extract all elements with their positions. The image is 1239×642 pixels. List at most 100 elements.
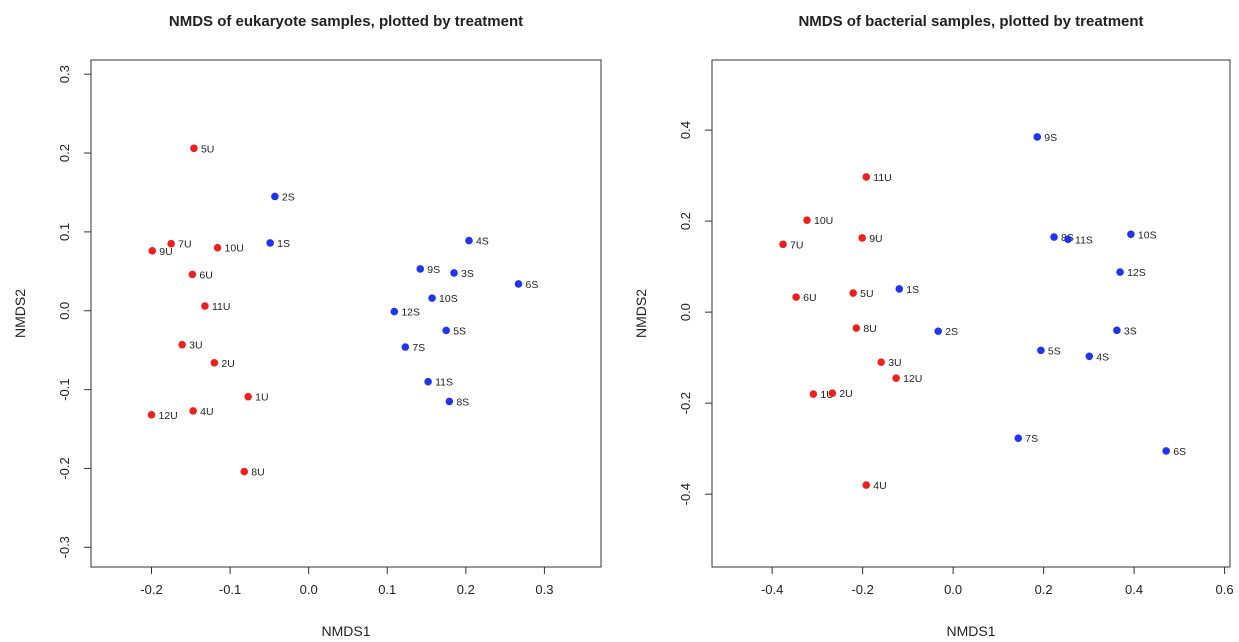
point bbox=[803, 216, 811, 225]
x-tick-label: -0.4 bbox=[761, 582, 783, 597]
x-tick-label: 0.0 bbox=[300, 582, 318, 597]
point bbox=[1033, 133, 1042, 141]
point-label: 3U bbox=[888, 357, 901, 369]
point bbox=[266, 239, 274, 247]
point bbox=[244, 392, 252, 401]
point bbox=[465, 236, 473, 245]
point-label: 6U bbox=[803, 292, 816, 304]
x-tick-label: 0.0 bbox=[944, 582, 962, 597]
point-label: 10S bbox=[439, 293, 458, 305]
y-axis-title: NMDS2 bbox=[12, 289, 28, 338]
y-tick-label: 0.2 bbox=[678, 212, 693, 230]
y-tick-label: -0.4 bbox=[678, 483, 693, 505]
point bbox=[450, 269, 458, 277]
point bbox=[271, 192, 279, 201]
point bbox=[1127, 230, 1135, 239]
point bbox=[1037, 346, 1045, 355]
point bbox=[167, 239, 175, 248]
plot-frame bbox=[711, 59, 1231, 568]
point bbox=[1014, 434, 1023, 443]
y-tick-label: -0.1 bbox=[57, 378, 72, 400]
point-label: 12U bbox=[903, 373, 922, 385]
point bbox=[210, 358, 219, 367]
x-tick-label: -0.2 bbox=[851, 582, 873, 597]
point bbox=[892, 374, 900, 382]
point-label: 9U bbox=[869, 233, 882, 245]
chart-title: NMDS of bacterial samples, plotted by tr… bbox=[798, 13, 1143, 30]
point bbox=[178, 340, 186, 349]
point bbox=[428, 294, 436, 302]
y-tick-label: -0.2 bbox=[678, 392, 693, 414]
x-axis-title: NMDS1 bbox=[321, 623, 370, 639]
point-label: 11U bbox=[873, 172, 891, 184]
point-label: 12S bbox=[1127, 267, 1146, 279]
y-tick-label: -0.2 bbox=[57, 457, 72, 479]
x-axis-title: NMDS1 bbox=[946, 623, 995, 639]
point-label: 6S bbox=[1173, 446, 1186, 458]
point-label: 12S bbox=[401, 307, 420, 319]
x-tick-label: 0.1 bbox=[378, 582, 396, 597]
y-tick-label: 0.4 bbox=[678, 121, 693, 139]
point-label: 1S bbox=[906, 284, 919, 296]
point bbox=[779, 240, 787, 249]
point bbox=[1064, 235, 1072, 244]
y-axis-title: NMDS2 bbox=[633, 289, 649, 338]
point bbox=[189, 407, 197, 415]
point-label: 5S bbox=[1048, 345, 1061, 357]
point bbox=[401, 343, 410, 351]
point-label: 2S bbox=[282, 191, 295, 203]
point bbox=[424, 377, 432, 386]
point-label: 7U bbox=[790, 239, 803, 251]
point bbox=[934, 327, 943, 336]
chart-title: NMDS of eukaryote samples, plotted by tr… bbox=[169, 13, 523, 30]
point bbox=[213, 243, 222, 252]
point-label: 2U bbox=[221, 358, 234, 370]
x-tick-label: -0.1 bbox=[219, 582, 241, 597]
point bbox=[416, 265, 425, 273]
x-tick-label: 0.2 bbox=[457, 582, 475, 597]
point bbox=[147, 411, 156, 419]
point-label: 1S bbox=[277, 238, 290, 250]
x-tick-label: 0.3 bbox=[535, 582, 553, 597]
point-label: 2U bbox=[839, 388, 852, 400]
y-tick-label: 0.0 bbox=[57, 302, 72, 320]
point bbox=[148, 247, 157, 255]
point-label: 3U bbox=[189, 340, 202, 352]
point-label: 6S bbox=[525, 279, 538, 291]
x-tick-label: 0.4 bbox=[1125, 582, 1143, 597]
point bbox=[442, 326, 450, 335]
point bbox=[445, 397, 454, 406]
plot-frame bbox=[90, 59, 602, 568]
point-label: 4U bbox=[873, 480, 886, 492]
point bbox=[1162, 447, 1171, 455]
point bbox=[849, 289, 857, 297]
point bbox=[792, 293, 800, 301]
point-label: 9S bbox=[1044, 132, 1057, 144]
point bbox=[1113, 326, 1121, 335]
point-label: 11U bbox=[212, 301, 230, 313]
x-tick-label: 0.2 bbox=[1035, 582, 1053, 597]
point bbox=[858, 234, 866, 242]
point-label: 3S bbox=[1124, 325, 1137, 337]
point-label: 7U bbox=[178, 239, 191, 251]
point-label: 10U bbox=[225, 243, 244, 255]
point-label: 11S bbox=[435, 377, 453, 389]
point-label: 4S bbox=[1096, 351, 1109, 363]
point-label: 11S bbox=[1075, 234, 1093, 246]
point bbox=[809, 390, 818, 398]
point bbox=[188, 270, 197, 279]
point bbox=[852, 324, 861, 332]
y-tick-label: 0.1 bbox=[57, 223, 72, 241]
point bbox=[877, 358, 885, 366]
point-label: 4S bbox=[476, 236, 489, 248]
point bbox=[240, 467, 249, 476]
point-label: 9S bbox=[427, 264, 440, 276]
point bbox=[862, 481, 871, 489]
point-label: 1U bbox=[255, 392, 268, 404]
point-label: 10S bbox=[1138, 229, 1157, 241]
point-label: 5U bbox=[201, 143, 214, 155]
y-tick-label: -0.3 bbox=[57, 536, 72, 558]
point bbox=[514, 280, 523, 288]
x-tick-label: -0.2 bbox=[140, 582, 162, 597]
